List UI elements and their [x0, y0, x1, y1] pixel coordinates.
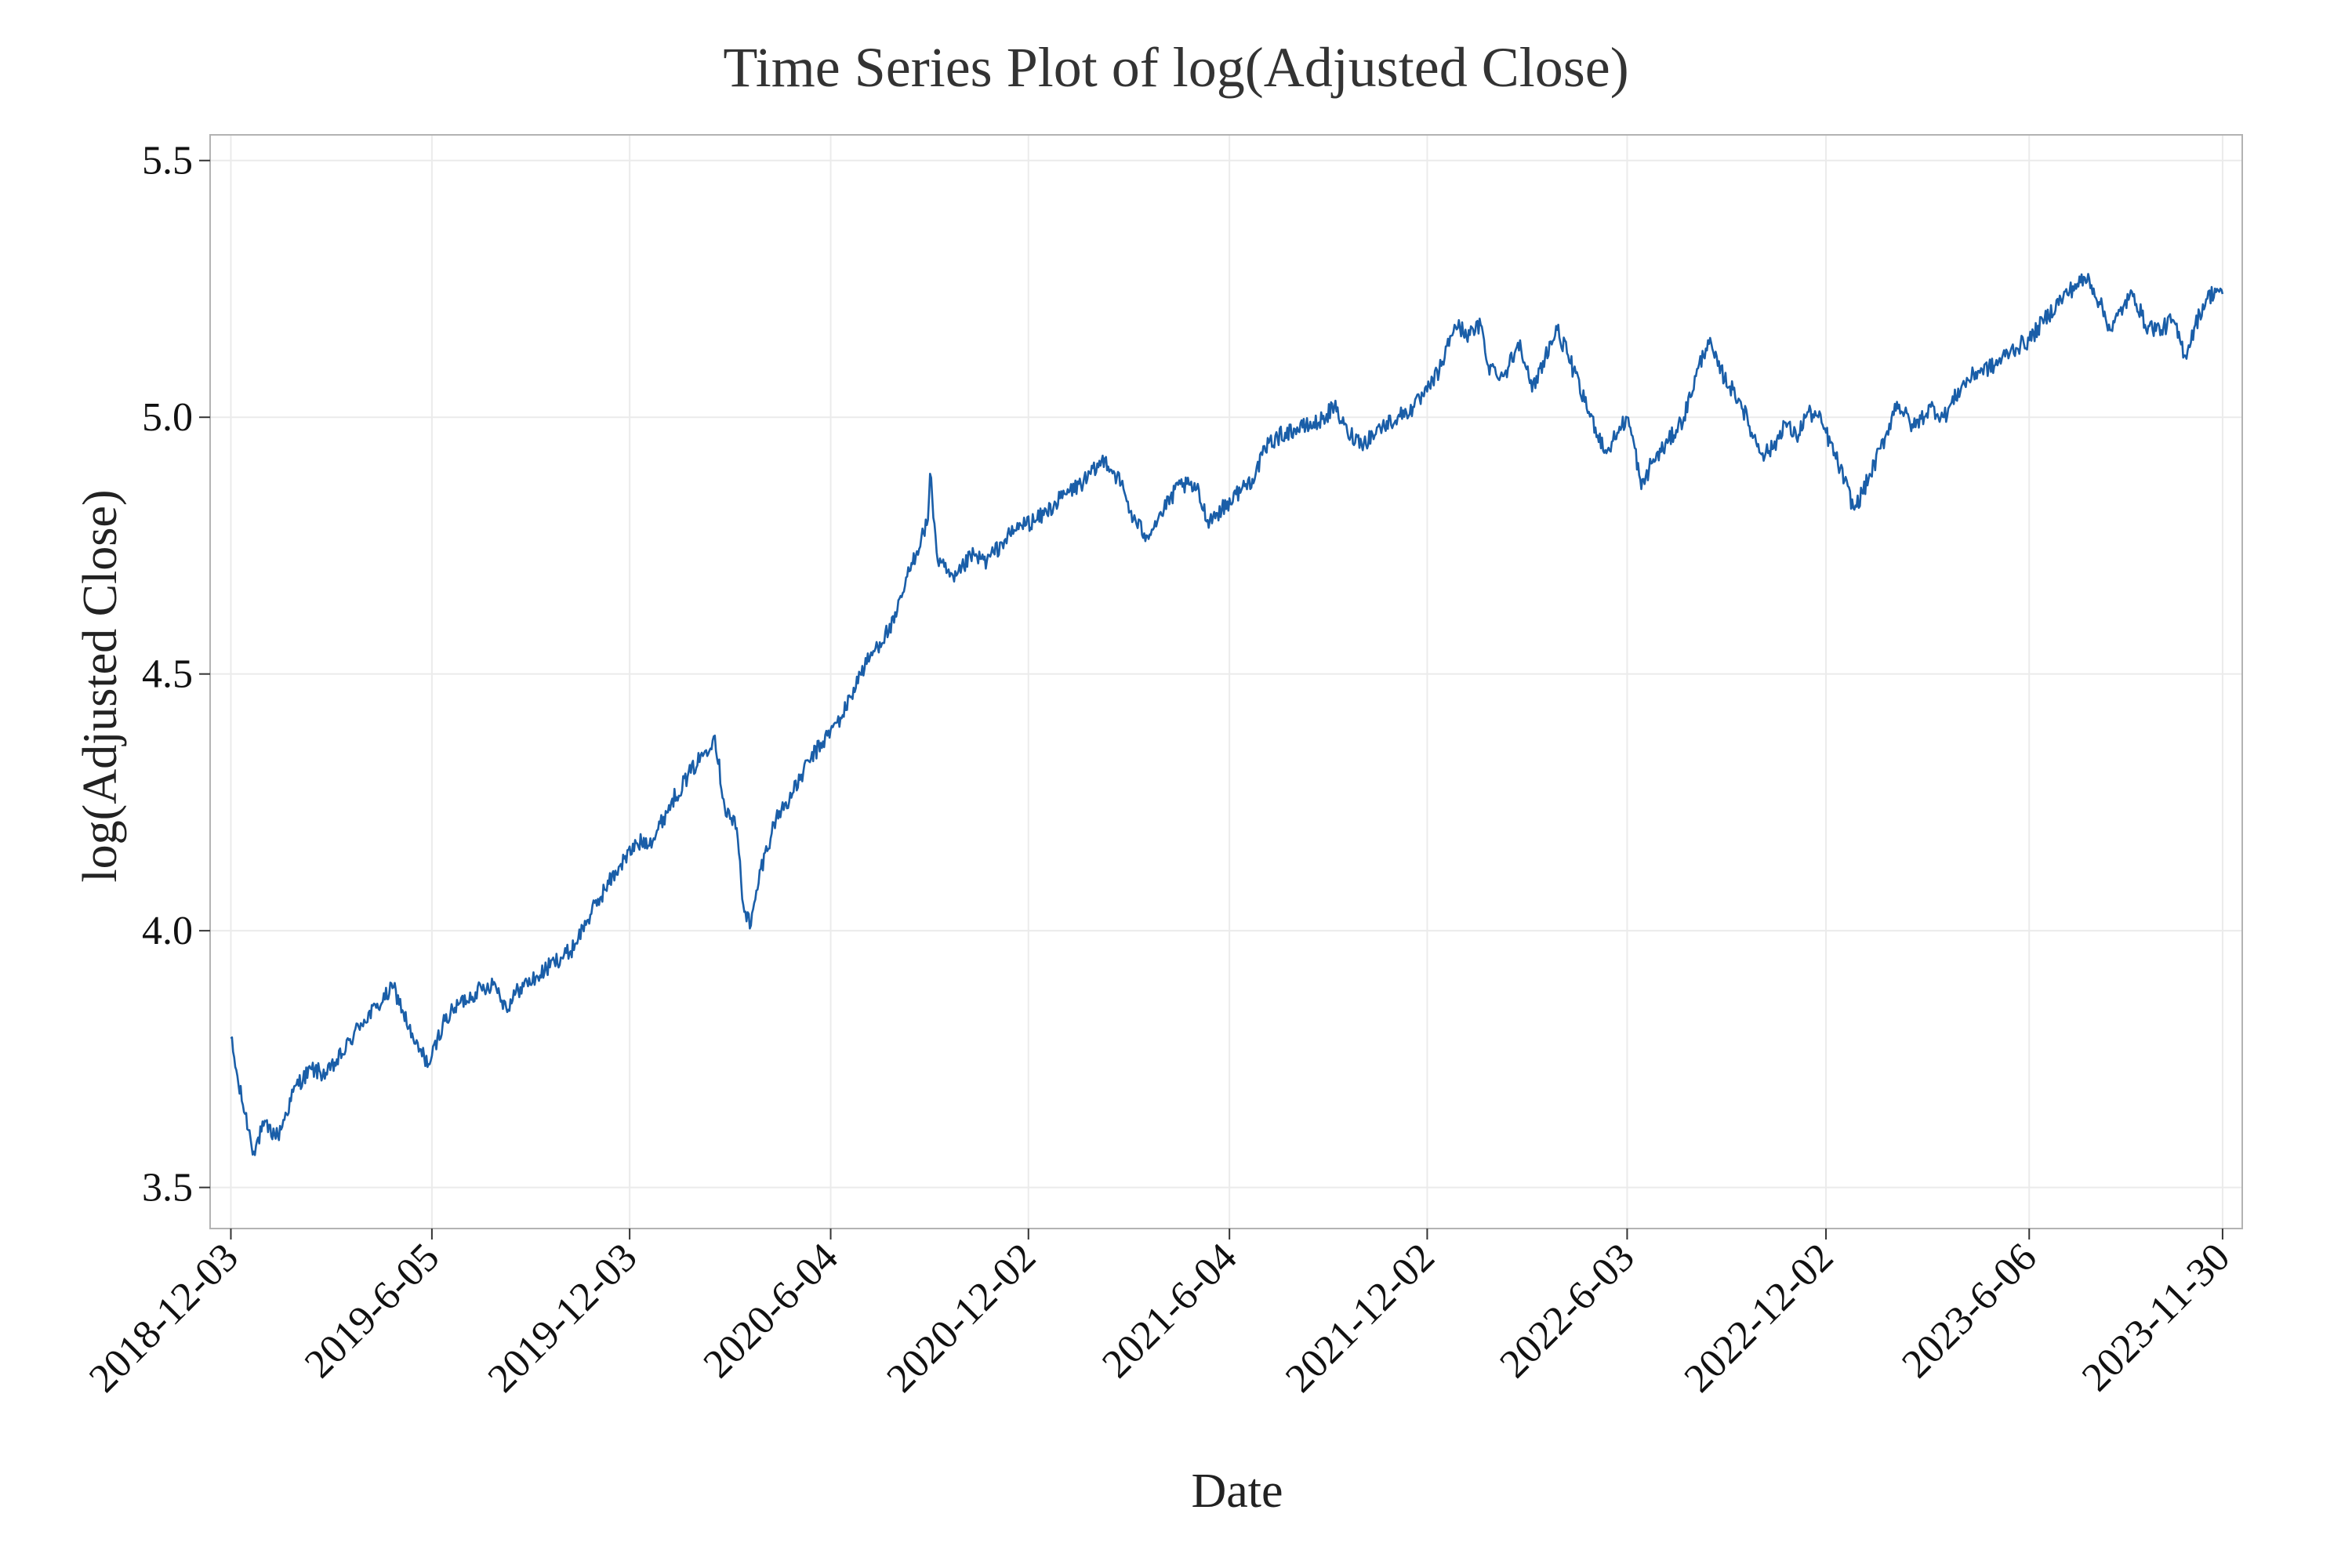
- y-tick-label: 5.5: [142, 139, 193, 183]
- chart-title: Time Series Plot of log(Adjusted Close): [723, 36, 1628, 99]
- y-axis-title: log(Adjusted Close): [74, 489, 127, 882]
- series-line: [230, 273, 2224, 1156]
- y-tick-label: 3.5: [142, 1166, 193, 1210]
- y-axis: 3.5 4.0 4.5 5.0 5.5: [142, 139, 210, 1210]
- y-tick-label: 4.5: [142, 652, 193, 697]
- grid-layer: [210, 135, 2242, 1229]
- plot-frame: [209, 134, 2243, 1229]
- y-tick-label: 4.0: [142, 909, 193, 953]
- x-axis-title: Date: [1191, 1465, 1283, 1518]
- series-layer: [230, 273, 2224, 1156]
- y-tick-label: 5.0: [142, 395, 193, 440]
